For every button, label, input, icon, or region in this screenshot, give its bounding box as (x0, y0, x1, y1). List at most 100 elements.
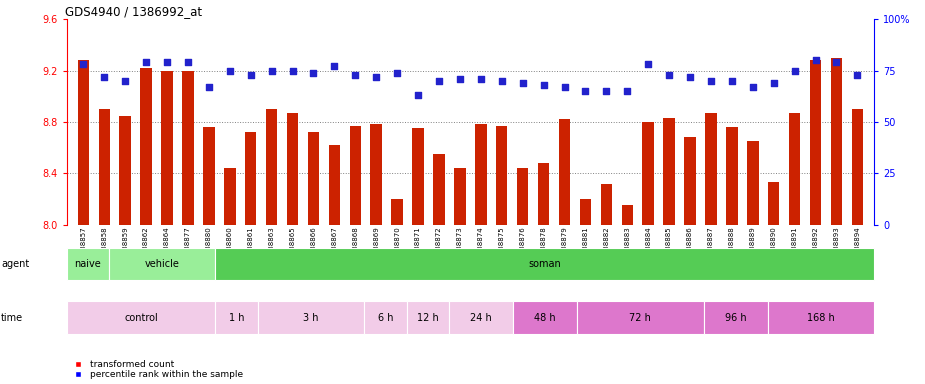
Bar (350, 126, 361, 225)
Point (243, 71, 258, 78)
Point (515, 80, 530, 86)
Bar (768, 182, 780, 225)
Bar (224, 168, 236, 225)
Point (97, 74, 112, 80)
Point (389, 70, 404, 76)
Text: control: control (124, 313, 158, 323)
Point (76, 61, 91, 68)
Point (578, 88, 593, 94)
Bar (576, 301, 704, 334)
Point (641, 61, 656, 68)
Bar (287, 113, 298, 225)
Text: GDS4940 / 1386992_at: GDS4940 / 1386992_at (65, 5, 202, 18)
Bar (622, 205, 633, 225)
Point (452, 76, 467, 82)
Bar (537, 163, 549, 225)
Bar (265, 109, 278, 225)
Bar (433, 154, 445, 225)
Text: time: time (1, 313, 23, 323)
Bar (308, 132, 319, 225)
Bar (371, 124, 382, 225)
Text: 96 h: 96 h (725, 313, 746, 323)
Point (348, 71, 363, 78)
Bar (580, 199, 591, 225)
Point (661, 71, 676, 78)
Bar (364, 301, 407, 334)
Bar (328, 145, 340, 225)
Point (411, 92, 426, 98)
Point (787, 68, 802, 74)
Bar (496, 126, 508, 225)
Bar (216, 248, 874, 280)
Bar (684, 137, 696, 225)
Point (599, 88, 614, 94)
Bar (768, 301, 874, 334)
Point (306, 70, 321, 76)
Bar (109, 248, 216, 280)
Bar (704, 301, 768, 334)
Bar (98, 109, 110, 225)
Bar (450, 301, 512, 334)
Bar (789, 113, 800, 225)
Bar (216, 301, 258, 334)
Bar (182, 71, 193, 225)
Text: 1 h: 1 h (228, 313, 244, 323)
Bar (413, 128, 424, 225)
Point (202, 84, 216, 90)
Bar (67, 301, 216, 334)
Bar (245, 132, 256, 225)
Text: 3 h: 3 h (303, 313, 319, 323)
Bar (663, 118, 675, 225)
Text: naive: naive (75, 259, 101, 269)
Bar (705, 113, 717, 225)
Bar (600, 184, 612, 225)
Bar (161, 71, 173, 225)
Point (557, 84, 572, 90)
Point (746, 84, 760, 90)
Bar (512, 301, 576, 334)
Point (829, 59, 844, 65)
Point (724, 78, 739, 84)
Bar (517, 168, 528, 225)
Text: 6 h: 6 h (377, 313, 393, 323)
Point (285, 68, 300, 74)
Point (620, 88, 635, 94)
Bar (391, 199, 403, 225)
Bar (407, 301, 450, 334)
Point (327, 63, 341, 70)
Bar (809, 60, 821, 225)
Text: vehicle: vehicle (145, 259, 179, 269)
Text: 12 h: 12 h (417, 313, 438, 323)
Bar (643, 122, 654, 225)
Point (808, 57, 823, 63)
Legend: transformed count, percentile rank within the sample: transformed count, percentile rank withi… (69, 360, 243, 379)
Point (536, 82, 551, 88)
Point (432, 78, 447, 84)
Bar (852, 109, 863, 225)
Bar (559, 119, 570, 225)
Point (160, 59, 175, 65)
Point (494, 78, 509, 84)
Text: soman: soman (528, 259, 561, 269)
Bar (204, 127, 215, 225)
Text: 48 h: 48 h (534, 313, 556, 323)
Text: 168 h: 168 h (808, 313, 835, 323)
Point (704, 78, 719, 84)
Bar (726, 127, 737, 225)
Point (683, 74, 697, 80)
Text: 24 h: 24 h (470, 313, 492, 323)
Point (850, 71, 865, 78)
Bar (475, 124, 487, 225)
Bar (454, 168, 465, 225)
Point (766, 80, 781, 86)
Point (117, 78, 132, 84)
Point (180, 59, 195, 65)
Point (222, 68, 237, 74)
Point (369, 74, 384, 80)
Bar (747, 141, 758, 225)
Bar (119, 116, 131, 225)
Bar (78, 60, 89, 225)
Point (265, 68, 279, 74)
Text: 72 h: 72 h (629, 313, 651, 323)
Point (139, 59, 154, 65)
